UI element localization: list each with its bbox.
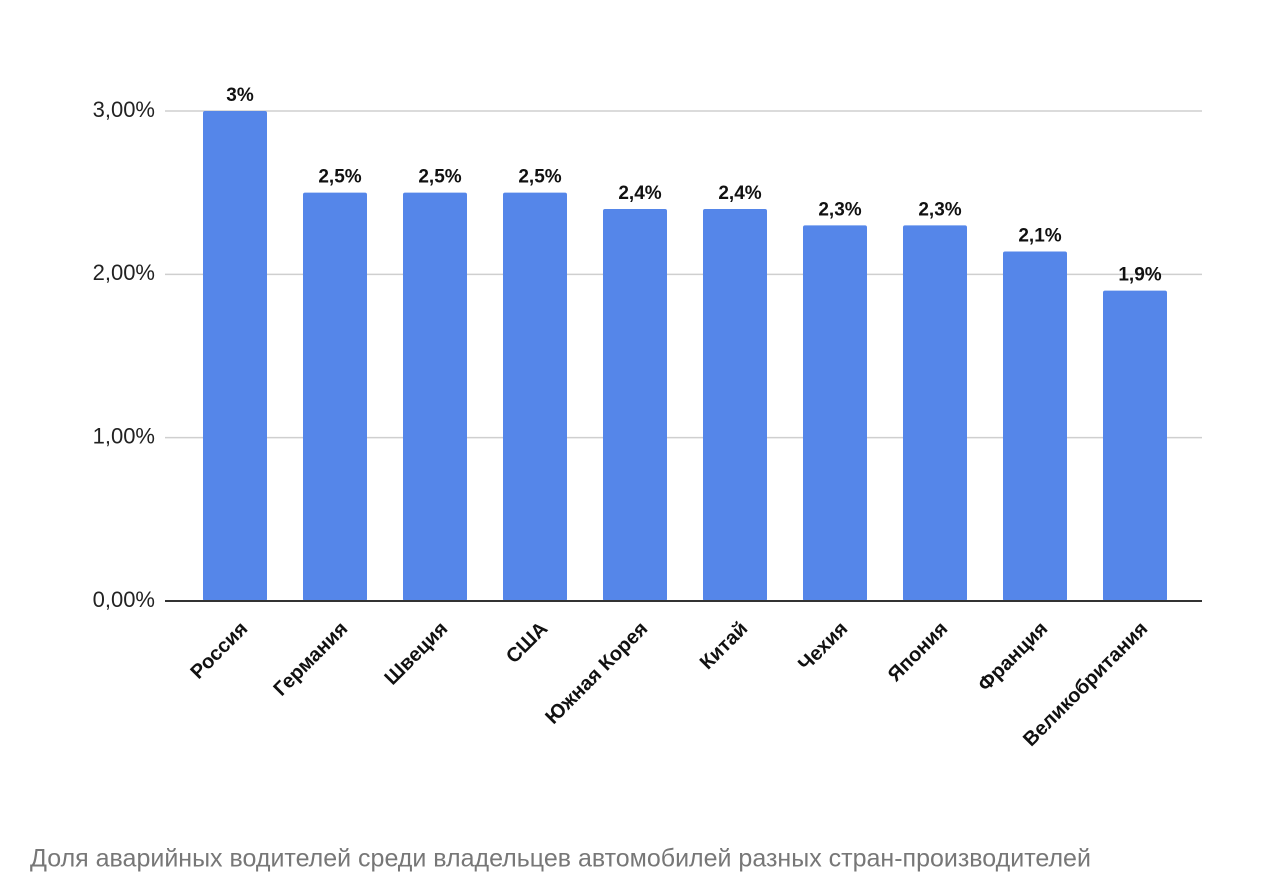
bar — [303, 192, 367, 601]
value-label: 2,4% — [618, 183, 661, 204]
bar — [703, 209, 767, 601]
value-label: 3% — [226, 85, 254, 106]
bar — [1003, 251, 1067, 601]
y-tick-label: 0,00% — [93, 587, 155, 612]
value-label: 2,3% — [818, 199, 861, 220]
bar — [603, 209, 667, 601]
value-label: 2,3% — [918, 199, 961, 220]
bar — [1103, 290, 1167, 601]
value-label: 2,1% — [1018, 225, 1061, 246]
value-label: 1,9% — [1118, 265, 1161, 286]
value-label: 2,5% — [318, 167, 361, 188]
x-tick-label: Южная Корея — [541, 618, 652, 729]
x-tick-label: Германия — [269, 618, 352, 701]
x-tick-label: Россия — [186, 618, 252, 684]
bar — [403, 192, 467, 601]
x-tick-label: Швеция — [380, 618, 452, 690]
x-tick-label: Япония — [884, 618, 952, 686]
bar — [503, 192, 567, 601]
bar — [203, 111, 267, 601]
value-label: 2,5% — [518, 167, 561, 188]
bar — [803, 225, 867, 602]
value-label: 2,5% — [418, 167, 461, 188]
y-tick-label: 3,00% — [93, 97, 155, 122]
bar — [903, 225, 967, 602]
y-tick-label: 1,00% — [93, 423, 155, 448]
y-tick-label: 2,00% — [93, 260, 155, 285]
x-tick-label: Китай — [696, 618, 752, 674]
x-tick-label: Франция — [974, 618, 1052, 696]
value-label: 2,4% — [718, 183, 761, 204]
x-tick-label: США — [502, 618, 552, 668]
x-tick-label: Чехия — [794, 618, 852, 676]
chart-caption: Доля аварийных водителей среди владельце… — [30, 845, 1091, 873]
